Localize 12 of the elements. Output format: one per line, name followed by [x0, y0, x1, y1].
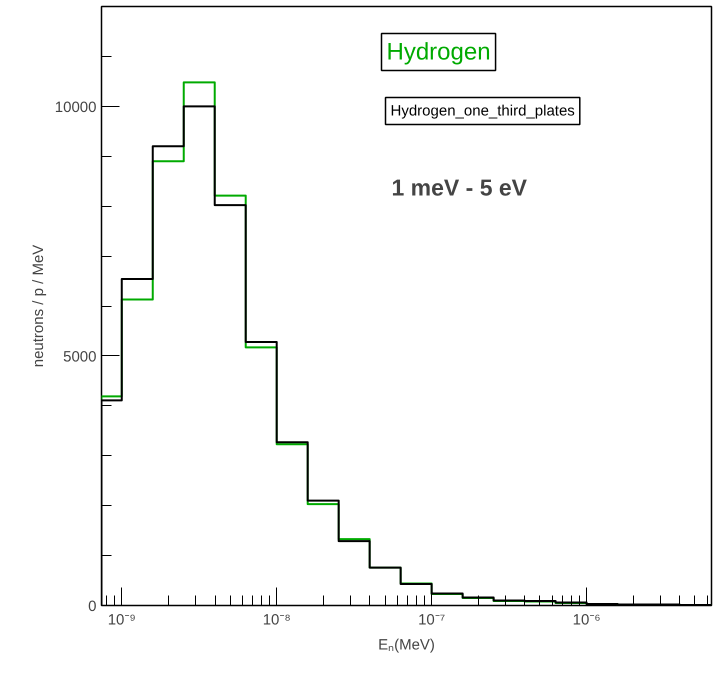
text: Hydrogen	[386, 38, 491, 66]
text: Hydrogen_one_third_plates	[390, 102, 575, 120]
x-axis-title: Eₙ(MeV)	[378, 636, 435, 654]
x-tick-label: 10⁻⁷	[418, 612, 446, 628]
x-tick-label: 10⁻⁸	[262, 612, 291, 628]
x-tick-label: 10⁻⁹	[108, 612, 136, 628]
y-axis-title: neutrons / p / MeV	[30, 244, 47, 368]
x-tick-label: 10⁻⁶	[572, 612, 601, 628]
y-tick-label: 5000	[63, 348, 97, 366]
y-tick-label: 10000	[54, 98, 97, 116]
annotation: 1 meV - 5 eV	[392, 174, 528, 200]
y-tick-label: 0	[88, 598, 96, 615]
